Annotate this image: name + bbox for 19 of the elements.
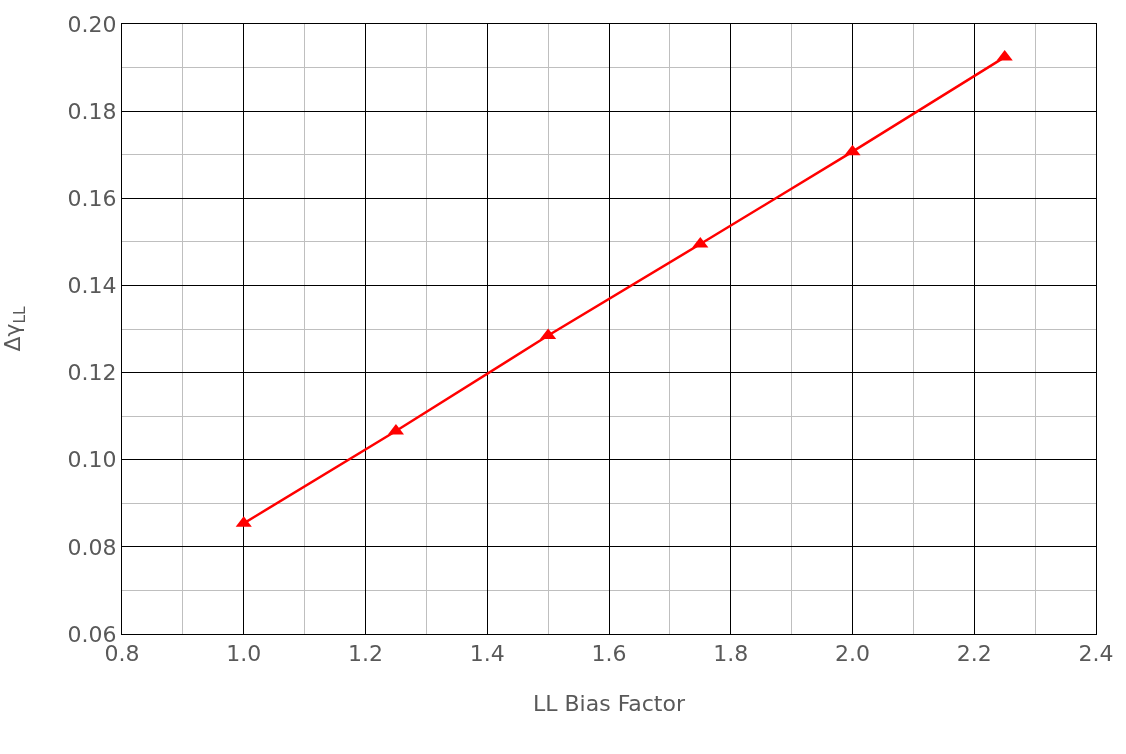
x-tick-label: 1.6 [591,641,627,667]
point [540,328,557,340]
y-tick-label: 0.12 [67,360,117,386]
y-tick-label: 0.16 [67,185,117,211]
x-tick-label: 0.8 [104,641,140,667]
x-tick-label: 2.0 [835,641,870,667]
x-axis-title: LL Bias Factor [533,691,686,717]
x-tick-label: 1.4 [469,641,505,667]
y-tick-label: 0.20 [67,11,117,37]
y-tick-label: 0.18 [67,98,117,124]
y-tick-label: 0.14 [67,273,117,299]
x-tick-label: 1.2 [348,641,383,667]
point [844,144,861,156]
y-tick-label: 0.10 [67,447,117,473]
x-tick-label: 2.2 [956,641,992,667]
x-tick-label: 1.0 [226,641,262,667]
x-tick-label: 2.4 [1078,641,1114,667]
x-tick-label: 1.8 [713,641,749,667]
y-tick-label: 0.08 [67,534,117,560]
